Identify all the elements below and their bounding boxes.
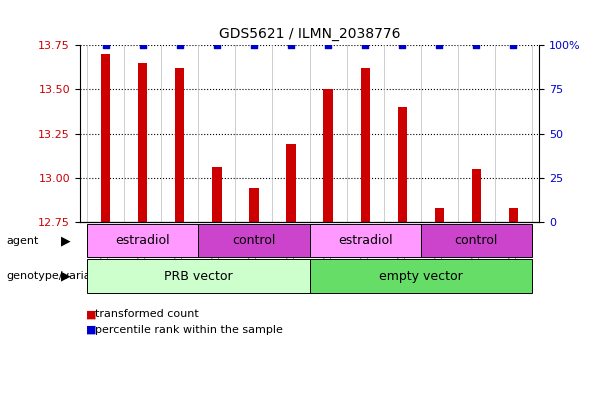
Bar	[421, 45, 458, 222]
Point	[212, 42, 222, 48]
Bar	[346, 45, 384, 222]
Bar	[199, 45, 235, 222]
Bar	[124, 45, 161, 222]
Bar	[273, 45, 310, 222]
Point	[397, 42, 407, 48]
Bar	[310, 45, 346, 222]
Bar	[235, 45, 273, 222]
Point	[360, 42, 370, 48]
Bar	[235, 45, 273, 222]
Bar	[124, 45, 161, 222]
Bar	[472, 169, 481, 222]
Bar	[384, 45, 421, 222]
Point	[175, 42, 185, 48]
Bar	[101, 54, 110, 222]
Point	[323, 42, 333, 48]
Bar	[87, 45, 124, 222]
Text: estradiol: estradiol	[338, 234, 392, 247]
Text: percentile rank within the sample: percentile rank within the sample	[95, 325, 283, 335]
Bar	[310, 45, 346, 222]
Bar	[435, 208, 444, 222]
Point	[138, 42, 148, 48]
Bar	[458, 45, 495, 222]
Point	[509, 42, 519, 48]
Point	[286, 42, 296, 48]
Bar	[360, 68, 370, 222]
Bar	[384, 45, 421, 222]
Bar	[249, 189, 259, 222]
Bar	[286, 144, 295, 222]
Bar	[495, 45, 532, 222]
Point	[249, 42, 259, 48]
Text: estradiol: estradiol	[115, 234, 170, 247]
Bar	[199, 45, 235, 222]
Bar	[161, 45, 199, 222]
Text: ■: ■	[86, 325, 96, 335]
Bar	[458, 45, 495, 222]
Text: ■: ■	[86, 309, 96, 320]
Bar	[495, 45, 532, 222]
Title: GDS5621 / ILMN_2038776: GDS5621 / ILMN_2038776	[219, 28, 400, 41]
Bar	[138, 63, 147, 222]
Point	[101, 42, 110, 48]
Text: control: control	[232, 234, 276, 247]
Point	[471, 42, 481, 48]
Bar	[175, 68, 185, 222]
Text: genotype/variation: genotype/variation	[6, 271, 112, 281]
Bar	[421, 45, 458, 222]
Bar	[509, 208, 518, 222]
Text: PRB vector: PRB vector	[164, 270, 233, 283]
Bar	[273, 45, 310, 222]
Bar	[398, 107, 407, 222]
Text: empty vector: empty vector	[379, 270, 463, 283]
Bar	[212, 167, 221, 222]
Text: transformed count: transformed count	[95, 309, 199, 320]
Text: control: control	[455, 234, 498, 247]
Bar	[324, 90, 333, 222]
Bar	[87, 45, 124, 222]
Point	[435, 42, 444, 48]
Text: ▶: ▶	[61, 234, 70, 247]
Text: ▶: ▶	[61, 270, 70, 283]
Text: agent: agent	[6, 236, 39, 246]
Bar	[161, 45, 199, 222]
Bar	[346, 45, 384, 222]
